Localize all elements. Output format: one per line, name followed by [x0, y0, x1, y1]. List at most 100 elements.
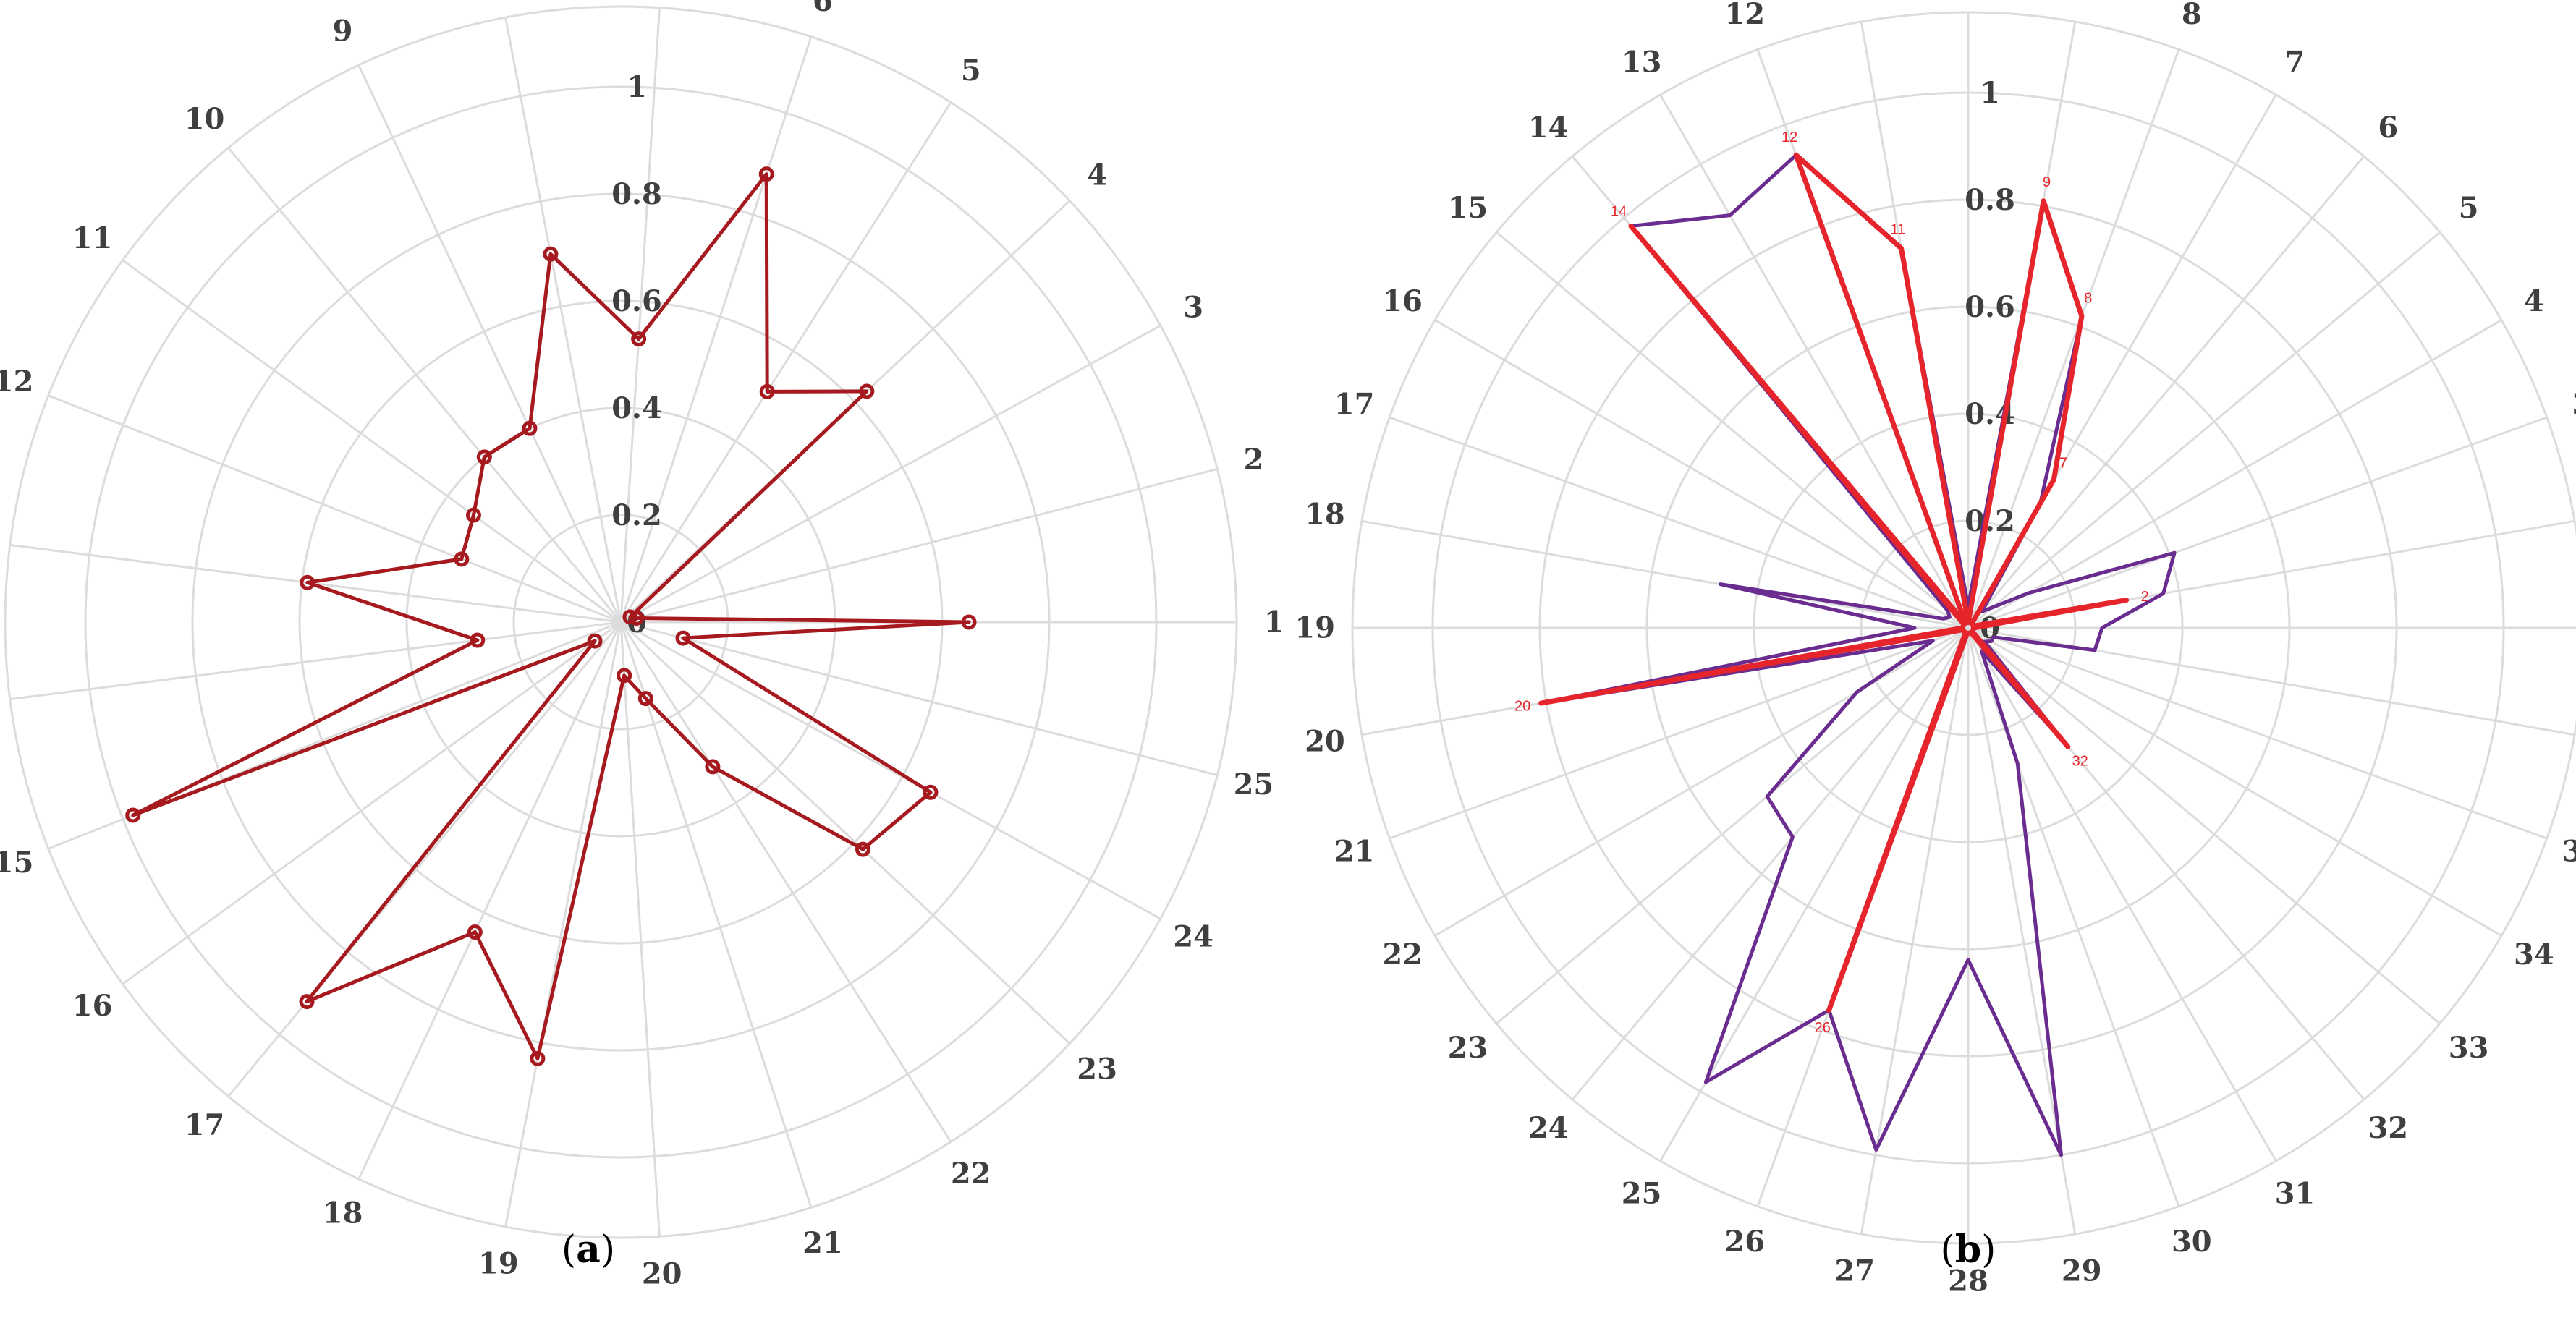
a-category-label-4: 4	[1087, 158, 1107, 192]
a-category-label-9: 9	[333, 14, 353, 48]
b-category-label-18: 18	[1305, 498, 1345, 532]
b-spoke-16	[1434, 319, 1969, 629]
a-point-15	[125, 807, 141, 823]
b-category-label-19: 19	[1295, 611, 1335, 645]
b-spoke-21	[1389, 626, 1969, 840]
b-point-label-32: 32	[2072, 753, 2088, 769]
a-category-label-1: 1	[1264, 605, 1284, 639]
a-point-21	[637, 691, 653, 707]
b-category-label-22: 22	[1382, 937, 1423, 971]
b-series-2-line	[1538, 152, 2130, 1013]
a-spoke-22	[619, 621, 952, 1143]
a-point-13	[300, 574, 315, 590]
radar-chart-a: 1234567891011121314151617181920212223242…	[0, 0, 1284, 1291]
radar-chart-b: 1234567891011121314151617181920212223242…	[1295, 0, 2576, 1298]
a-spoke-25	[620, 621, 1218, 777]
a-point-24	[923, 784, 939, 800]
a-spoke-21	[619, 621, 813, 1208]
b-point-label-26: 26	[1815, 1020, 1831, 1036]
a-point-1	[961, 614, 977, 630]
a-spoke-10	[227, 147, 622, 623]
a-category-label-11: 11	[72, 221, 113, 255]
b-spoke-5	[1967, 231, 2441, 629]
b-category-label-26: 26	[1724, 1225, 1765, 1259]
a-category-label-18: 18	[323, 1196, 363, 1230]
a-point-4	[859, 383, 875, 399]
b-category-label-24: 24	[1528, 1111, 1569, 1145]
a-r-tick-label-2: 0.4	[611, 391, 662, 425]
b-spoke-4	[1967, 319, 2502, 629]
a-spoke-14	[9, 621, 622, 701]
a-point-14	[470, 632, 486, 648]
b-category-label-14: 14	[1528, 111, 1569, 145]
b-r-tick-label-4: 0.8	[1965, 183, 2015, 217]
b-category-label-29: 29	[2062, 1254, 2102, 1288]
b-category-label-21: 21	[1334, 834, 1375, 868]
a-spoke-11	[122, 259, 622, 624]
b-category-label-34: 34	[2514, 937, 2554, 971]
b-point-label-14: 14	[1611, 204, 1627, 220]
a-category-label-24: 24	[1173, 919, 1213, 953]
b-category-label-27: 27	[1834, 1254, 1875, 1288]
a-point-17	[299, 994, 315, 1010]
a-category-label-23: 23	[1077, 1053, 1117, 1087]
b-category-label-5: 5	[2459, 191, 2479, 225]
a-point-9	[522, 420, 538, 436]
a-spoke-9	[357, 64, 622, 623]
b-point-label-20: 20	[1514, 699, 1530, 715]
a-category-label-15: 15	[0, 846, 33, 880]
b-category-label-33: 33	[2449, 1031, 2489, 1065]
b-category-label-25: 25	[1622, 1176, 1662, 1210]
a-category-label-21: 21	[802, 1226, 843, 1260]
b-point-label-11: 11	[1891, 222, 1906, 238]
b-category-label-23: 23	[1448, 1031, 1488, 1065]
a-point-20	[617, 668, 632, 684]
a-point-10	[476, 449, 492, 465]
a-spoke-16	[122, 621, 622, 985]
a-spoke-19	[504, 621, 622, 1228]
b-spoke-25	[1659, 627, 1970, 1162]
a-category-label-2: 2	[1244, 443, 1264, 477]
b-spoke-13	[1659, 94, 1970, 629]
a-category-label-12: 12	[0, 365, 33, 399]
a-category-label-16: 16	[72, 989, 113, 1023]
a-spoke-6	[619, 36, 813, 623]
a-r-tick-label-1: 0.2	[611, 498, 662, 532]
b-category-label-32: 32	[2368, 1111, 2408, 1145]
b-category-label-15: 15	[1448, 191, 1488, 225]
b-category-label-11: 11	[1834, 0, 1875, 1]
a-series-line	[131, 172, 971, 1060]
a-spoke-5	[619, 101, 952, 623]
b-spoke-22	[1434, 626, 1969, 937]
a-spoke-20	[619, 621, 661, 1237]
a-category-label-5: 5	[961, 54, 981, 88]
b-spoke-18	[1361, 519, 1969, 629]
b-category-label-12: 12	[1724, 0, 1765, 31]
a-point-19	[530, 1050, 546, 1066]
b-spoke-31	[1967, 627, 2277, 1162]
b-point-label-12: 12	[1781, 129, 1797, 145]
b-category-label-3: 3	[2572, 388, 2576, 422]
a-point-5	[759, 383, 775, 399]
b-category-label-16: 16	[1382, 284, 1423, 318]
a-spoke-3	[620, 324, 1161, 624]
b-r-tick-label-3: 0.6	[1965, 290, 2015, 324]
b-category-label-35: 35	[2562, 834, 2576, 868]
a-point-11	[465, 507, 481, 523]
b-r-tick-label-5: 1	[1980, 76, 2000, 110]
a-r-tick-label-4: 0.8	[611, 177, 662, 211]
a-point-22	[705, 759, 721, 775]
b-category-label-13: 13	[1622, 46, 1662, 80]
b-category-label-4: 4	[2524, 284, 2544, 318]
a-category-label-3: 3	[1183, 291, 1203, 325]
b-point-label-7: 7	[2059, 455, 2067, 471]
caption-a: (a)	[562, 1228, 615, 1272]
b-category-label-28: 28	[1948, 1264, 1988, 1298]
b-category-label-17: 17	[1334, 388, 1375, 422]
b-category-label-20: 20	[1305, 724, 1345, 758]
a-r-tick-label-3: 0.6	[611, 284, 662, 318]
a-category-label-19: 19	[478, 1246, 519, 1280]
caption-b: (b)	[1941, 1228, 1996, 1272]
b-spoke-30	[1967, 627, 2180, 1207]
a-spoke-18	[357, 621, 622, 1180]
